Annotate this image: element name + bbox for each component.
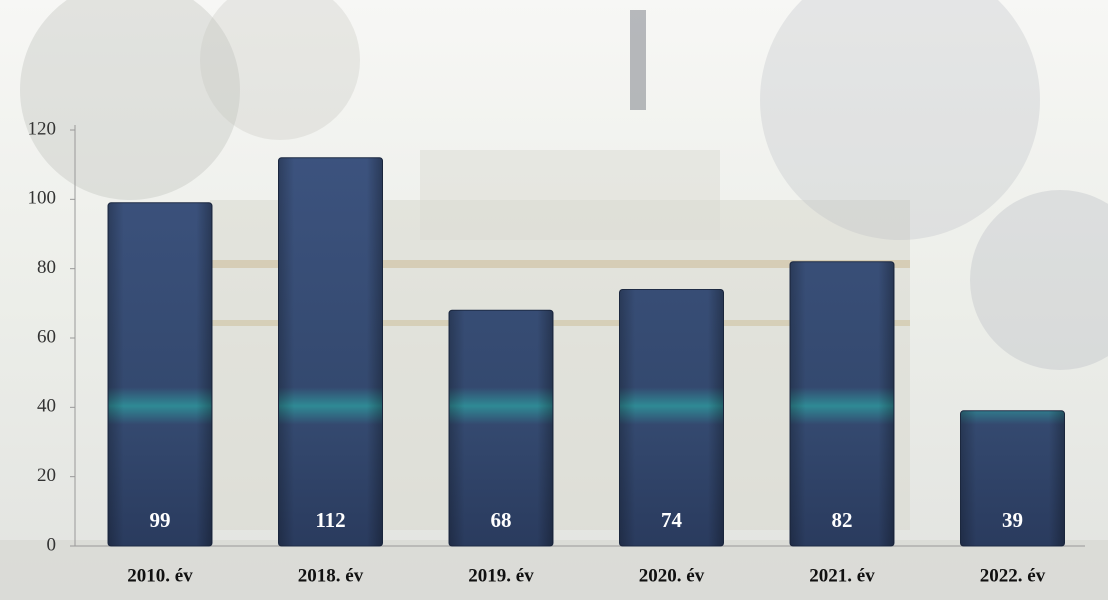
value-label: 68: [491, 508, 512, 532]
bar-shade: [960, 410, 1065, 546]
x-tick-label: 2021. év: [809, 565, 875, 586]
x-tick-label: 2022. év: [980, 565, 1046, 586]
x-tick-label: 2020. év: [639, 565, 705, 586]
y-tick-label: 120: [28, 118, 57, 139]
x-tick-label: 2018. év: [298, 565, 364, 586]
y-tick-label: 0: [47, 534, 57, 555]
bar-shade: [449, 310, 553, 546]
value-label: 74: [661, 508, 683, 532]
y-tick-label: 20: [37, 465, 56, 486]
value-label: 39: [1002, 508, 1023, 532]
x-tick-label: 2010. év: [127, 565, 193, 586]
value-label: 82: [832, 508, 853, 532]
bar-shade: [790, 261, 894, 546]
y-tick-label: 60: [37, 326, 56, 347]
y-tick-label: 40: [37, 396, 56, 417]
x-tick-label: 2019. év: [468, 565, 534, 586]
value-label: 99: [150, 508, 171, 532]
value-label: 112: [315, 508, 345, 532]
y-tick-label: 100: [28, 188, 57, 209]
bar-shade: [619, 289, 724, 546]
y-tick-label: 80: [37, 257, 56, 278]
bar-shade: [108, 202, 212, 547]
bar-shade: [278, 157, 383, 546]
